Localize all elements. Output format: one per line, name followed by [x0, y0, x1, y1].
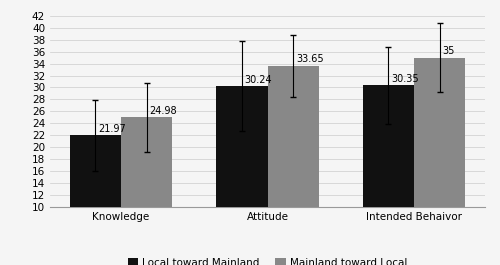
Text: 30.35: 30.35: [392, 74, 419, 84]
Bar: [362, 85, 414, 265]
Bar: [121, 117, 172, 265]
Bar: [268, 66, 319, 265]
Bar: [216, 86, 268, 265]
Legend: Local toward Mainland, Mainland toward Local: Local toward Mainland, Mainland toward L…: [124, 254, 412, 265]
Text: 30.24: 30.24: [245, 75, 272, 85]
Text: 24.98: 24.98: [150, 106, 177, 116]
Bar: [414, 58, 465, 265]
Text: 21.97: 21.97: [98, 124, 126, 134]
Text: 33.65: 33.65: [296, 55, 324, 64]
Text: 35: 35: [442, 46, 455, 56]
Bar: [70, 135, 121, 265]
